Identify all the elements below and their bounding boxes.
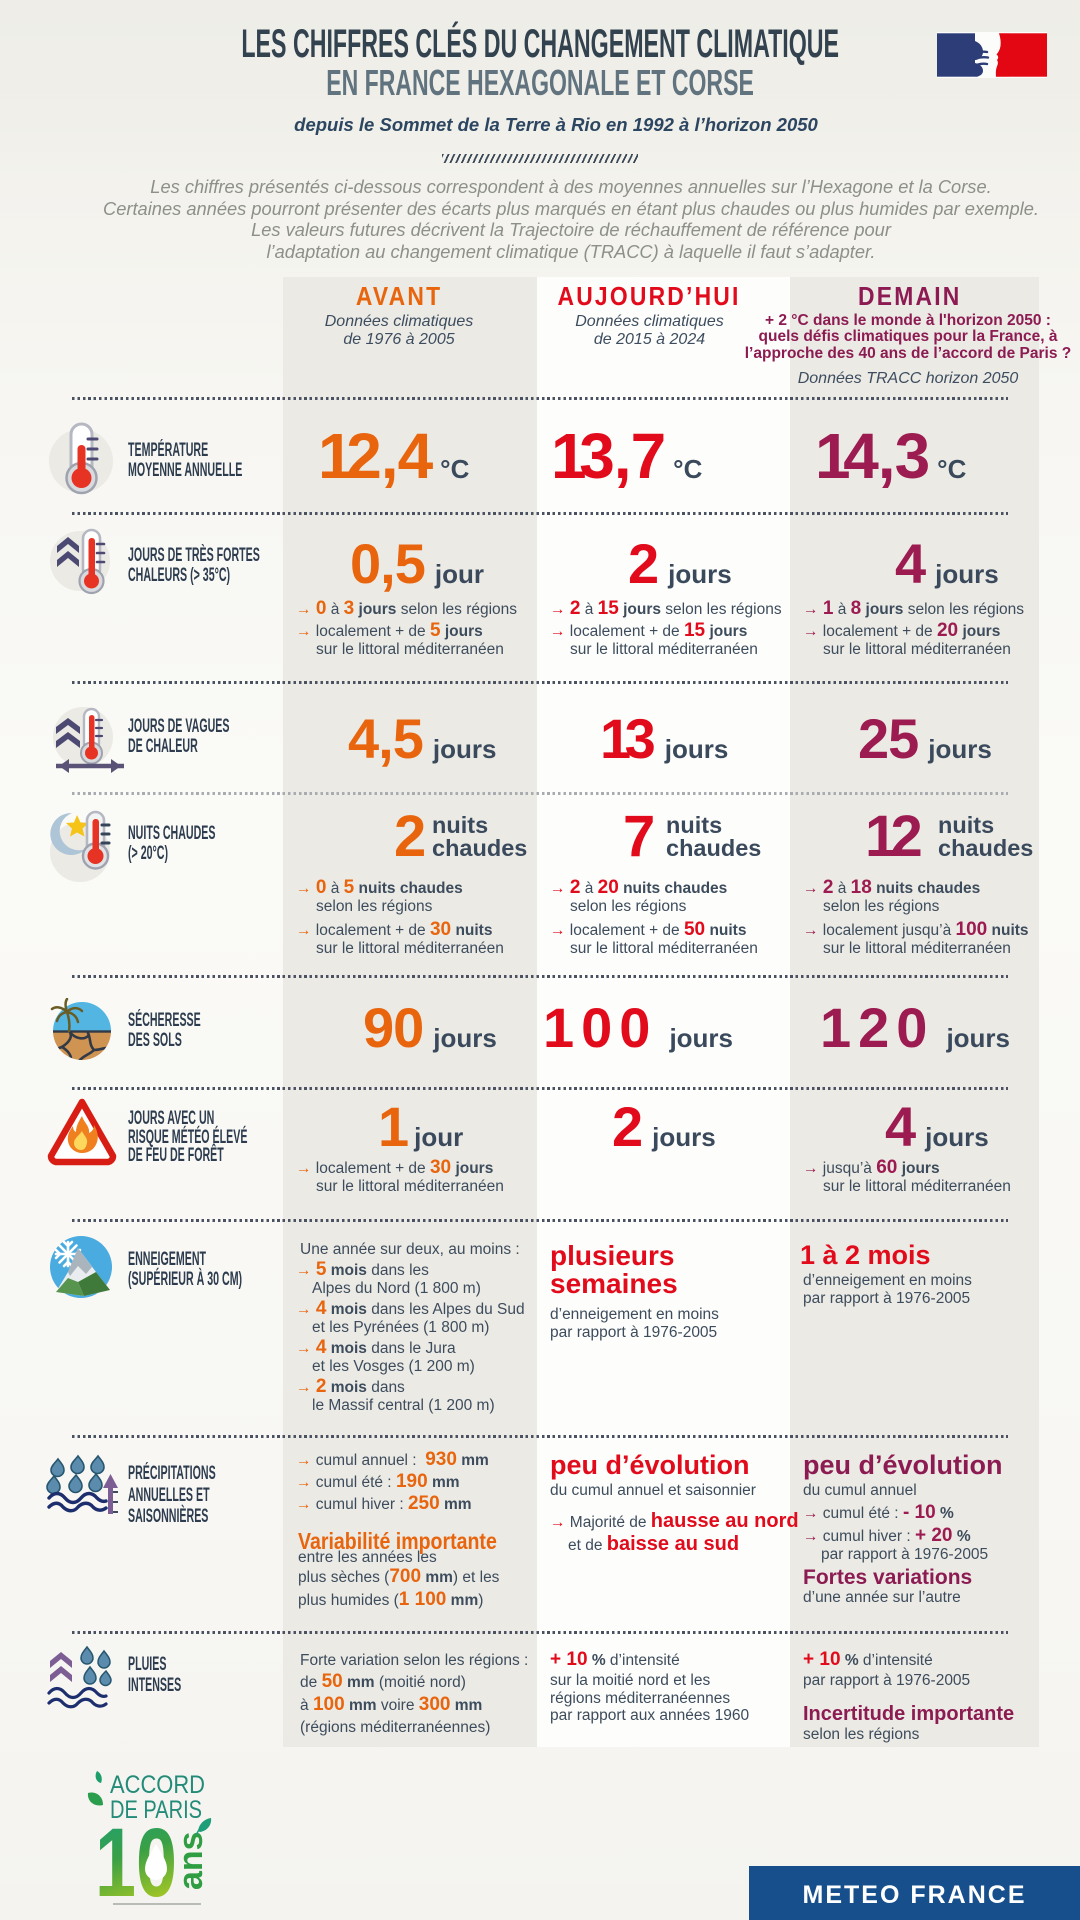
svg-text:ACCORD: ACCORD xyxy=(110,1771,205,1799)
svg-text:DE PARIS: DE PARIS xyxy=(110,1796,202,1824)
svg-text:ans: ans xyxy=(172,1831,210,1890)
svg-text:10: 10 xyxy=(95,1808,177,1910)
